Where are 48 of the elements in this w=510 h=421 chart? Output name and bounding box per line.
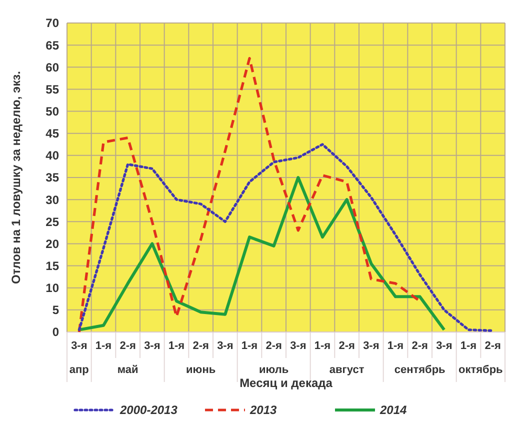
text: сентябрь — [394, 364, 446, 376]
x-tick-label: 2-я — [412, 340, 428, 352]
text: апр — [69, 364, 90, 376]
x-tick-label: 1-я — [241, 340, 258, 352]
y-tick-label: 0 — [52, 325, 60, 340]
text: август — [329, 364, 365, 376]
legend-label: 2000-2013 — [119, 403, 178, 418]
x-axis-title: Месяц и декада — [240, 376, 333, 390]
x-tick-label: 1-я — [460, 340, 477, 352]
x-tick-label: 2-я — [484, 340, 501, 352]
line-series — [78, 57, 422, 334]
x-tick-label: 1-я — [314, 340, 331, 352]
x-tick-label: 3-я — [363, 340, 380, 352]
x-tick-label: 1-я — [95, 340, 112, 352]
y-tick-label: 35 — [46, 170, 60, 185]
legend-label: 2013 — [249, 403, 278, 418]
text: июнь — [186, 364, 216, 376]
y-axis-title: Отлов на 1 ловушку за неделю, экз. — [9, 71, 23, 284]
y-tick-label: 15 — [46, 258, 60, 273]
y-tick-label: 10 — [46, 281, 60, 296]
y-tick-label: 25 — [46, 214, 60, 229]
x-tick-label: 3-я — [217, 340, 234, 352]
y-tick-label: 30 — [46, 192, 60, 207]
x-tick-label: 2-я — [120, 340, 136, 352]
y-tick-label: 5 — [52, 303, 60, 318]
x-tick-label: 2-я — [192, 340, 209, 352]
y-tick-label: 70 — [46, 16, 60, 30]
line-series — [78, 176, 446, 332]
y-tick-label: 50 — [46, 104, 60, 118]
y-tick-label: 40 — [46, 148, 60, 163]
text: июль — [259, 364, 289, 376]
x-tick-label: 3-я — [290, 340, 306, 352]
y-tick-label: 65 — [46, 38, 60, 52]
y-tick-label: 20 — [46, 236, 60, 251]
line-series — [78, 143, 494, 332]
x-tick-label: 2-я — [338, 340, 355, 352]
legend-label: 2014 — [379, 403, 408, 418]
x-tick-label: 3-я — [144, 340, 160, 352]
x-tick-label: 3-я — [71, 340, 88, 352]
x-tick-label: 1-я — [168, 340, 185, 352]
y-tick-label: 45 — [46, 126, 60, 141]
x-tick-label: 3-я — [436, 340, 452, 352]
y-tick-label: 55 — [46, 82, 60, 96]
x-tick-label: 2-я — [266, 340, 282, 352]
text: май — [117, 364, 138, 376]
text: октябрь — [458, 364, 504, 376]
x-tick-label: 1-я — [387, 340, 404, 352]
y-tick-label: 60 — [46, 60, 60, 74]
